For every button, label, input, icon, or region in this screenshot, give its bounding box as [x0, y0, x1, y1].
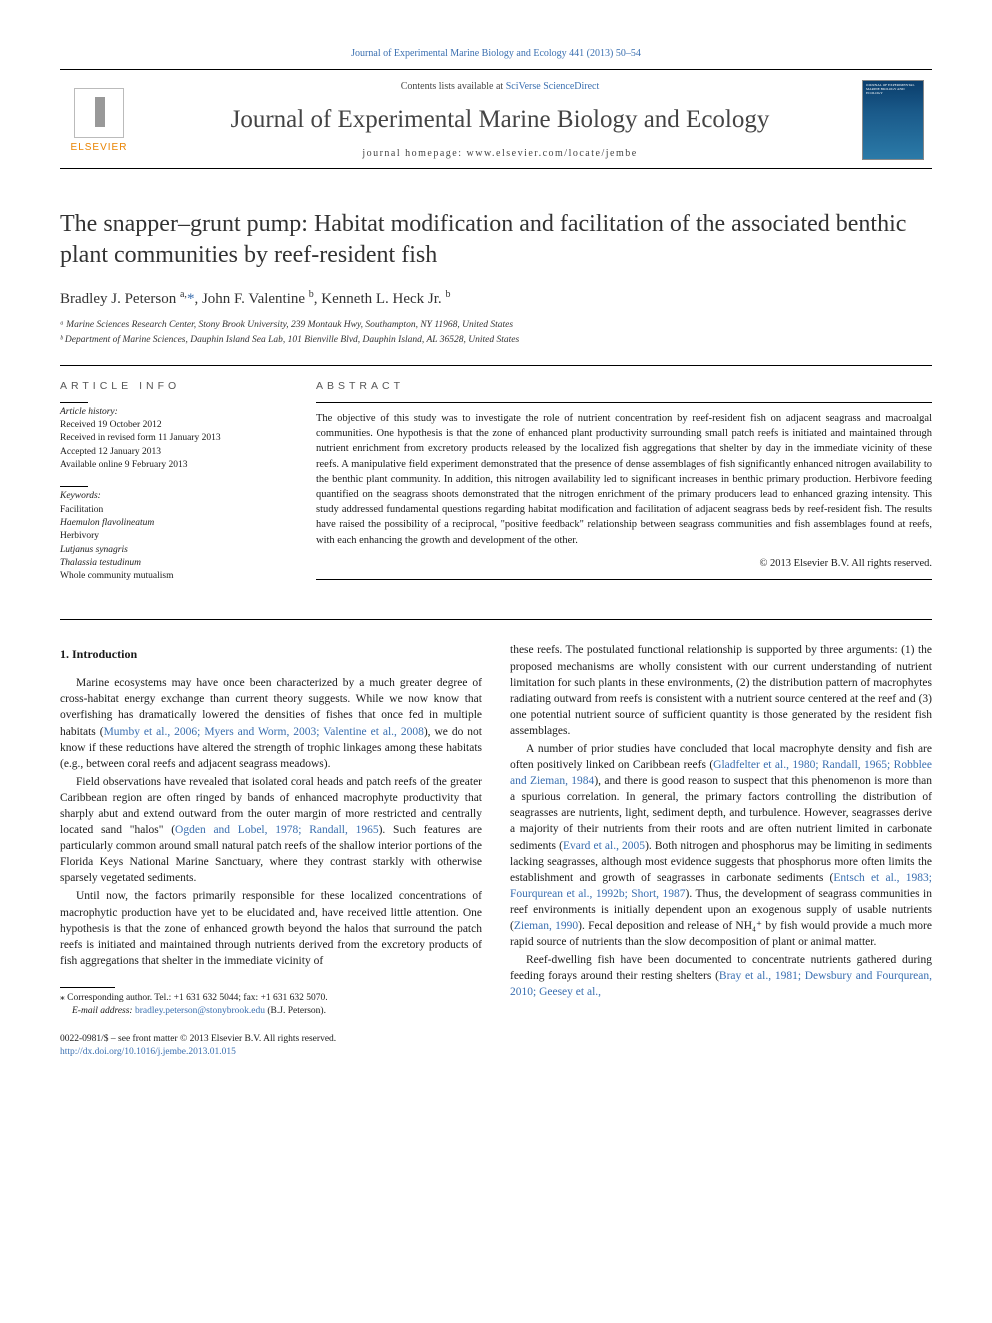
intro-para-2: Field observations have revealed that is… [60, 774, 482, 887]
affiliations: ᵃ Marine Sciences Research Center, Stony… [60, 318, 932, 347]
history-online: Available online 9 February 2013 [60, 459, 276, 472]
abstract-bottom-rule [316, 579, 932, 580]
body-two-column: 1. Introduction Marine ecosystems may ha… [60, 642, 932, 1018]
keyword: Facilitation [60, 504, 276, 517]
mini-rule [60, 486, 88, 487]
corresponding-email-link[interactable]: bradley.peterson@stonybrook.edu [135, 1006, 265, 1016]
abstract-copyright: © 2013 Elsevier B.V. All rights reserved… [316, 558, 932, 569]
email-suffix: (B.J. Peterson). [265, 1006, 326, 1016]
intro-heading: 1. Introduction [60, 646, 482, 663]
footnote-star-icon: ⁎ [60, 993, 65, 1003]
intro-para-5: A number of prior studies have concluded… [510, 741, 932, 950]
intro-para-6: Reef-dwelling fish have been documented … [510, 952, 932, 1000]
intro-para-1: Marine ecosystems may have once been cha… [60, 675, 482, 772]
article-info-column: ARTICLE INFO Article history: Received 1… [60, 380, 276, 598]
mini-rule [60, 402, 88, 403]
body-rule [60, 619, 932, 620]
author-list: Bradley J. Peterson a,*, John F. Valenti… [60, 289, 932, 308]
publisher-logo-block: ELSEVIER [60, 88, 138, 153]
history-label: Article history: [60, 406, 276, 419]
cover-text: JOURNAL OF EXPERIMENTAL MARINE BIOLOGY A… [866, 84, 920, 96]
keywords-label: Keywords: [60, 490, 276, 503]
history-received: Received 19 October 2012 [60, 419, 276, 432]
intro-para-3: Until now, the factors primarily respons… [60, 888, 482, 968]
bottom-copyright-block: 0022-0981/$ – see front matter © 2013 El… [60, 1033, 932, 1060]
contents-prefix: Contents lists available at [401, 81, 506, 92]
citation-link[interactable]: Mumby et al., 2006; Myers and Worm, 2003… [104, 726, 424, 738]
citation-link[interactable]: Evard et al., 2005 [563, 840, 645, 852]
footnote-line1: Corresponding author. Tel.: +1 631 632 5… [67, 993, 328, 1003]
corresponding-author-footnote: ⁎ Corresponding author. Tel.: +1 631 632… [60, 987, 482, 1019]
homepage-prefix: journal homepage: [362, 148, 466, 159]
abstract-rule [316, 402, 932, 403]
journal-homepage-line: journal homepage: www.elsevier.com/locat… [138, 148, 862, 159]
keyword: Lutjanus synagris [60, 544, 276, 557]
journal-cover-block: JOURNAL OF EXPERIMENTAL MARINE BIOLOGY A… [862, 80, 932, 160]
history-accepted: Accepted 12 January 2013 [60, 446, 276, 459]
homepage-url[interactable]: www.elsevier.com/locate/jembe [467, 148, 638, 159]
article-history-block: Article history: Received 19 October 201… [60, 402, 276, 472]
keyword: Thalassia testudinum [60, 557, 276, 570]
intro-para-4: these reefs. The postulated functional r… [510, 642, 932, 739]
elsevier-tree-icon [74, 88, 124, 138]
journal-cover-thumbnail: JOURNAL OF EXPERIMENTAL MARINE BIOLOGY A… [862, 80, 924, 160]
doi-link[interactable]: http://dx.doi.org/10.1016/j.jembe.2013.0… [60, 1047, 236, 1057]
keyword: Whole community mutualism [60, 570, 276, 583]
keyword: Haemulon flavolineatum [60, 517, 276, 530]
affiliation-b: ᵇ Department of Marine Sciences, Dauphin… [60, 333, 932, 347]
masthead: ELSEVIER Contents lists available at Sci… [60, 70, 932, 169]
citation-link[interactable]: Zieman, 1990 [514, 920, 578, 932]
keywords-block: Keywords: Facilitation Haemulon flavolin… [60, 486, 276, 583]
keyword: Herbivory [60, 530, 276, 543]
info-rule [60, 365, 932, 366]
abstract-heading: ABSTRACT [316, 380, 932, 392]
abstract-column: ABSTRACT The objective of this study was… [316, 380, 932, 598]
contents-available-line: Contents lists available at SciVerse Sci… [138, 81, 862, 92]
affiliation-a: ᵃ Marine Sciences Research Center, Stony… [60, 318, 932, 332]
email-label: E-mail address: [72, 1006, 135, 1016]
article-info-heading: ARTICLE INFO [60, 380, 276, 392]
article-title: The snapper–grunt pump: Habitat modifica… [60, 209, 932, 271]
history-revised: Received in revised form 11 January 2013 [60, 432, 276, 445]
journal-title: Journal of Experimental Marine Biology a… [138, 106, 862, 134]
abstract-text: The objective of this study was to inves… [316, 411, 932, 548]
sciencedirect-link[interactable]: SciVerse ScienceDirect [506, 81, 600, 92]
citation-link[interactable]: Ogden and Lobel, 1978; Randall, 1965 [175, 824, 379, 836]
elsevier-label: ELSEVIER [71, 142, 128, 153]
top-citation: Journal of Experimental Marine Biology a… [60, 48, 932, 59]
issn-line: 0022-0981/$ – see front matter © 2013 El… [60, 1033, 932, 1046]
footnote-rule [60, 987, 115, 988]
